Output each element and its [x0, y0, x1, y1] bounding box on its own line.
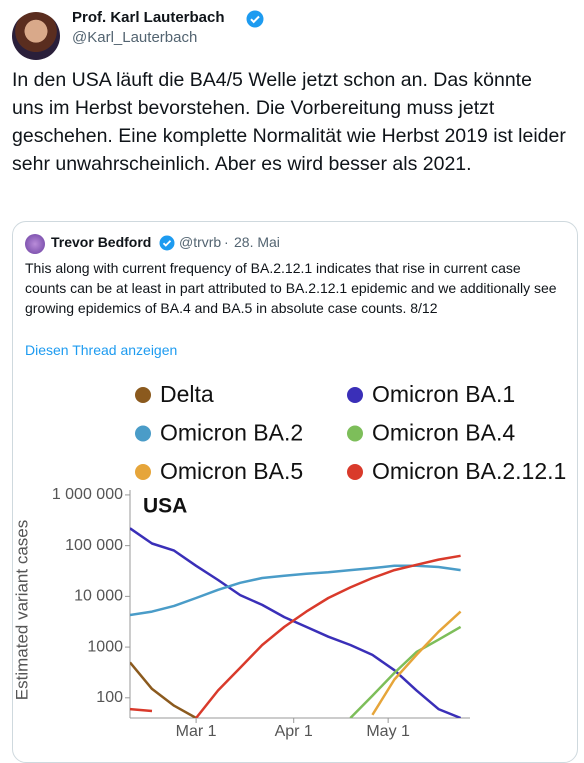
x-tick-label: Apr 1 [275, 723, 313, 740]
avatar[interactable] [12, 12, 60, 60]
chart: Delta Omicron BA.1 Omicron BA.2 Omicron BA.… [13, 381, 566, 740]
quote-handle: @trvrb [179, 234, 222, 250]
y-tick-label: 10 000 [74, 588, 123, 605]
separator: · [224, 234, 229, 250]
verified-badge [246, 10, 264, 28]
quote-date: 28. Mai [234, 234, 280, 250]
y-tick-label: 1000 [87, 638, 123, 655]
author-name[interactable]: Prof. Karl Lauterbach [72, 9, 225, 26]
quote-avatar [25, 234, 45, 254]
verified-badge [159, 235, 175, 251]
series-line [130, 554, 461, 718]
quote-name: Trevor Bedford [51, 234, 152, 250]
legend-marker [135, 425, 151, 442]
legend-label: Omicron BA.2.12.1 [372, 458, 566, 484]
legend-label: Omicron BA.1 [372, 381, 515, 407]
author-handle[interactable]: @Karl_Lauterbach [72, 29, 198, 46]
legend-label: Omicron BA.2 [160, 420, 303, 446]
x-tick-label: May 1 [366, 723, 410, 740]
series-line [349, 625, 462, 718]
y-tick-label: 100 [96, 689, 123, 706]
legend-label: Omicron BA.4 [372, 420, 515, 446]
series-line [130, 564, 461, 617]
x-tick-label: Mar 1 [176, 723, 217, 740]
legend-marker [135, 387, 151, 403]
tweet-text: In den USA läuft die BA4/5 Welle jetzt s… [12, 69, 566, 175]
legend-marker [135, 464, 151, 480]
legend-marker [347, 387, 363, 403]
legend-marker [347, 425, 363, 442]
y-tick-label: 1 000 000 [52, 486, 123, 503]
series-line [130, 527, 462, 718]
legend-label: Omicron BA.5 [160, 458, 303, 484]
show-thread-link[interactable]: Diesen Thread anzeigen [25, 342, 178, 358]
chart-title: USA [143, 495, 187, 518]
legend-label: Delta [160, 381, 214, 407]
series-line [371, 610, 462, 716]
series-line [130, 661, 197, 718]
y-axis-label: Estimated variant cases [13, 520, 31, 700]
quote-text: This along with current frequency of BA.… [25, 260, 557, 316]
y-tick-label: 100 000 [65, 537, 123, 554]
legend-marker [347, 464, 363, 480]
